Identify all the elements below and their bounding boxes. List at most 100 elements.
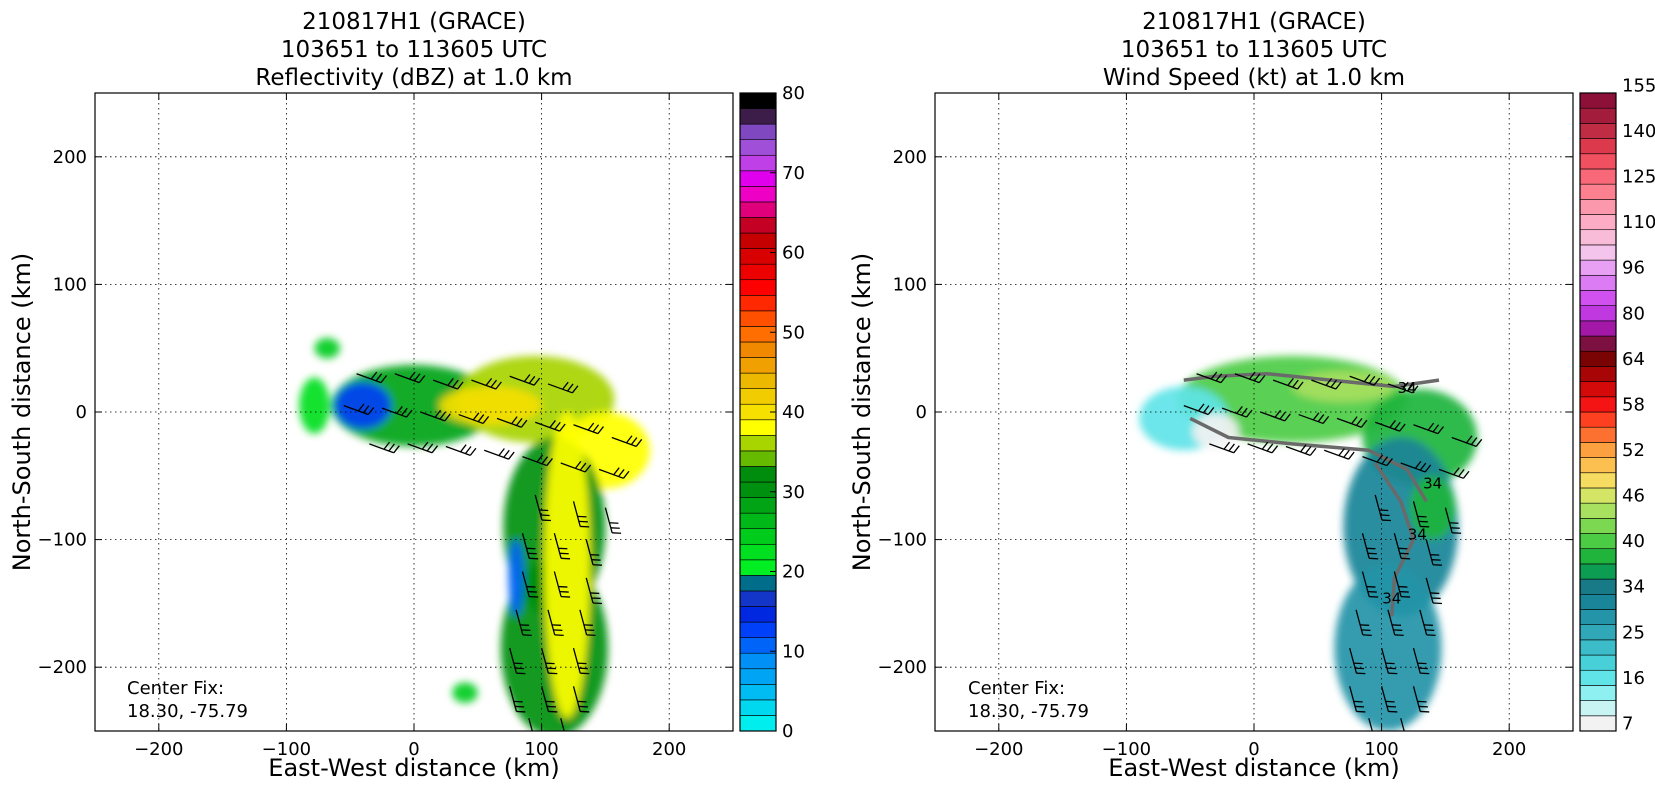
colorbar-segment-12 (1579, 533, 1617, 550)
reflectivity-title-line-3: Reflectivity (dBZ) at 1.0 km (255, 65, 572, 91)
colorbar-segment-13 (1579, 518, 1617, 534)
colorbar-segment-23 (739, 357, 777, 374)
wind-barb-8 (1260, 409, 1291, 422)
wind-barb-5 (1387, 381, 1419, 394)
wind-barb-0 (356, 371, 388, 384)
colorbar-segment-17 (1579, 457, 1617, 474)
wind-barb-14 (1209, 441, 1240, 454)
colorbar-segment-28 (739, 279, 777, 296)
wind-center-fix-label: Center Fix: (968, 678, 1065, 699)
colorbar-segment-39 (739, 108, 777, 125)
colorbar-segment-37 (1579, 153, 1617, 170)
field-blob-group (299, 337, 651, 731)
wind-barb-29 (585, 577, 603, 605)
colorbar-segment-27 (1579, 305, 1617, 322)
wind-barb-25 (553, 533, 571, 560)
wind-barb-11 (534, 420, 566, 432)
wind-barb-0 (1196, 371, 1228, 384)
wind-barb-31 (1387, 609, 1404, 637)
wind-barb-38 (572, 686, 590, 713)
wind-barb-1 (394, 371, 426, 384)
colorbar-segment-41 (1579, 92, 1617, 109)
x-tick-label-0: −200 (134, 739, 183, 760)
colorbar-segment-23 (1579, 366, 1617, 382)
wind-barb-27 (1361, 571, 1379, 598)
field-blob-9 (314, 337, 340, 359)
wind-barb-23 (1444, 507, 1462, 534)
colorbar-segment-3 (1579, 669, 1617, 686)
colorbar-segment-33 (1579, 214, 1617, 231)
reflectivity-wind-barbs (343, 371, 643, 731)
x-tick-label-2: 0 (1248, 739, 1259, 760)
reflectivity-grid (95, 93, 733, 731)
colorbar-segment-2 (739, 684, 777, 701)
wind-barb-36 (509, 686, 526, 713)
colorbar-segment-39 (1579, 123, 1617, 139)
colorbar-tick-label-6: 52 (1622, 440, 1645, 461)
colorbar-tick-label-1: 16 (1622, 668, 1645, 689)
colorbar-segment-26 (1579, 320, 1617, 337)
colorbar-tick-label-14: 155 (1622, 75, 1655, 96)
colorbar-segment-21 (739, 388, 777, 405)
reflectivity-x-ticks: −200 −100 0 100 200 (134, 93, 686, 760)
colorbar-segment-32 (739, 217, 777, 234)
wind-barb-8 (420, 409, 451, 422)
colorbar-segment-37 (739, 139, 777, 156)
wind-barb-22 (1412, 501, 1430, 528)
colorbar-tick-label-8: 80 (782, 83, 805, 104)
contour-34kt-1 (1189, 416, 1428, 503)
colorbar-segment-7 (1579, 609, 1617, 625)
colorbar-segment-18 (739, 435, 777, 452)
wind-barb-1 (1234, 371, 1266, 384)
wind-barb-7 (1221, 406, 1253, 418)
reflectivity-colorbar-ticks: 0 10 20 30 40 50 60 70 80 (770, 83, 805, 742)
reflectivity-panel: 210817H1 (GRACE) 103651 to 113605 UTC Re… (8, 9, 805, 782)
wind-barb-26 (1425, 539, 1443, 566)
colorbar-segment-1 (739, 699, 777, 716)
colorbar-segment-11 (739, 543, 777, 561)
reflectivity-x-axis-label: East-West distance (km) (268, 754, 559, 782)
wind-barb-33 (509, 647, 526, 675)
colorbar-tick-label-8: 64 (1622, 349, 1645, 370)
colorbar-segment-21 (1579, 396, 1617, 413)
contour-34kt-2 (1373, 462, 1416, 617)
y-tick-label-1: −100 (38, 530, 87, 551)
colorbar-segment-32 (1579, 229, 1617, 246)
colorbar-tick-label-9: 80 (1622, 303, 1645, 324)
reflectivity-colorbar (739, 92, 777, 732)
y-tick-label-1: −100 (878, 530, 927, 551)
colorbar-segment-22 (739, 372, 777, 389)
colorbar-segment-15 (739, 481, 777, 498)
wind-barb-11 (1374, 420, 1406, 432)
wind-barb-14 (369, 441, 400, 454)
wind-barb-4 (1349, 374, 1381, 386)
y-tick-label-3: 100 (893, 274, 927, 295)
reflectivity-center-fix-value: 18.30, -75.79 (127, 701, 248, 722)
wind-barb-7 (381, 406, 413, 418)
colorbar-segment-8 (739, 590, 777, 607)
wind-barb-23 (604, 507, 622, 534)
colorbar-tick-label-6: 60 (782, 243, 805, 264)
colorbar-segment-2 (1579, 685, 1617, 701)
wind-barb-24 (1361, 533, 1379, 560)
colorbar-segment-40 (1579, 107, 1617, 124)
wind-barb-27 (521, 571, 539, 598)
colorbar-segment-38 (1579, 138, 1617, 155)
colorbar-frame (1579, 92, 1617, 732)
wind-x-ticks: −200 −100 0 100 200 (974, 93, 1526, 760)
colorbar-segment-16 (739, 466, 777, 483)
wind-barb-6 (1183, 403, 1215, 416)
colorbar-segment-27 (739, 294, 777, 312)
wind-colorbar (1579, 92, 1617, 732)
colorbar-segment-31 (739, 232, 777, 249)
x-tick-label-2: 0 (408, 739, 419, 760)
colorbar-segment-36 (1579, 168, 1617, 185)
wind-barb-29 (1425, 577, 1443, 605)
wind-barb-3 (1311, 377, 1342, 390)
wind-barb-17 (483, 448, 515, 460)
colorbar-tick-label-0: 7 (1622, 713, 1633, 734)
colorbar-tick-label-5: 46 (1622, 486, 1645, 507)
colorbar-tick-label-2: 20 (782, 562, 805, 583)
wind-barb-30 (1355, 609, 1372, 637)
colorbar-segment-34 (1579, 199, 1617, 215)
